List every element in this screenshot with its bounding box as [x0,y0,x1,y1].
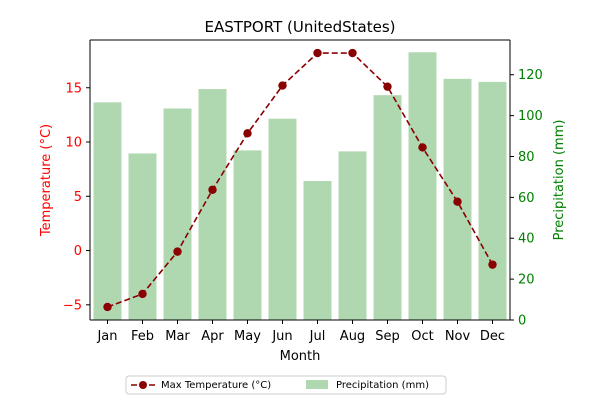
y-left-tick-label: 0 [74,244,82,259]
temperature-point-jun [278,81,287,90]
temperature-point-feb [138,289,147,299]
legend-swatch-precipitation [306,380,328,389]
temperature-point-aug [348,48,357,58]
legend-label-temperature: Max Temperature (°C) [161,380,271,391]
precipitation-bar-jan [93,102,122,320]
precipitation-bar-sep [373,95,402,320]
precipitation-bar-jun [268,118,297,321]
precipitation-bar-mar [163,108,192,320]
precipitation-bar-jul [303,181,332,320]
temperature-point-may [243,129,252,138]
precipitation-bars [93,52,507,321]
y-right-tick-label: 80 [518,150,535,165]
x-tick-label-sep: Sep [375,329,400,344]
precipitation-bar-dec [478,81,507,320]
x-tick-label-may: May [234,329,261,344]
x-tick-label-feb: Feb [131,329,154,344]
x-tick-label-apr: Apr [201,329,224,344]
y-axis-right-label: Precipitation (mm) [552,120,567,241]
x-tick-label-mar: Mar [165,329,190,344]
temperature-point-apr [208,185,217,194]
legend-marker-temperature [139,381,147,389]
x-tick-label-dec: Dec [480,329,505,344]
temperature-point-oct [418,143,427,152]
y-right-tick-label: 20 [518,273,535,288]
legend-label-precipitation: Precipitation (mm) [336,380,429,391]
precipitation-bar-apr [198,89,227,321]
temperature-line [107,52,494,308]
temperature-line-series [103,48,497,312]
temperature-point-mar [173,247,182,256]
legend-frame [125,375,447,395]
chart-title: EASTPORT (UnitedStates) [204,18,395,36]
temperature-point-jan [103,302,112,312]
y-right-tick-label: 120 [518,68,543,83]
x-tick-label-nov: Nov [445,329,471,344]
y-right-tick-label: 100 [518,109,543,124]
y-left-tick-label: 5 [74,190,82,205]
temperature-point-dec [488,260,497,269]
temperature-point-sep [383,82,392,91]
precipitation-bar-aug [338,151,367,320]
y-axis-left-label: Temperature (°C) [39,124,54,237]
y-right-tick-label: 40 [518,232,535,247]
y-right-tick-label: 0 [518,314,526,329]
x-axis-label: Month [280,349,321,364]
y-right-tick-label: 60 [518,191,535,206]
x-tick-label-jun: Jun [271,329,292,344]
y-left-tick-label: −5 [63,298,82,313]
x-tick-label-jan: Jan [96,329,117,344]
temperature-point-jul [313,48,322,58]
temperature-point-nov [453,197,462,206]
legend: Max Temperature (°C) Precipitation (mm) [125,375,447,395]
precipitation-bar-oct [408,52,437,320]
axes: Jan Feb Mar Apr May Jun Jul Aug Sep Oct Nov Dec −5 0 5… [63,39,543,344]
x-tick-label-jul: Jul [309,329,326,344]
precipitation-bar-may [233,150,262,320]
x-tick-label-oct: Oct [411,329,433,344]
y-left-tick-label: 15 [65,81,82,96]
x-tick-label-aug: Aug [340,329,365,344]
y-left-tick-label: 10 [65,136,82,151]
